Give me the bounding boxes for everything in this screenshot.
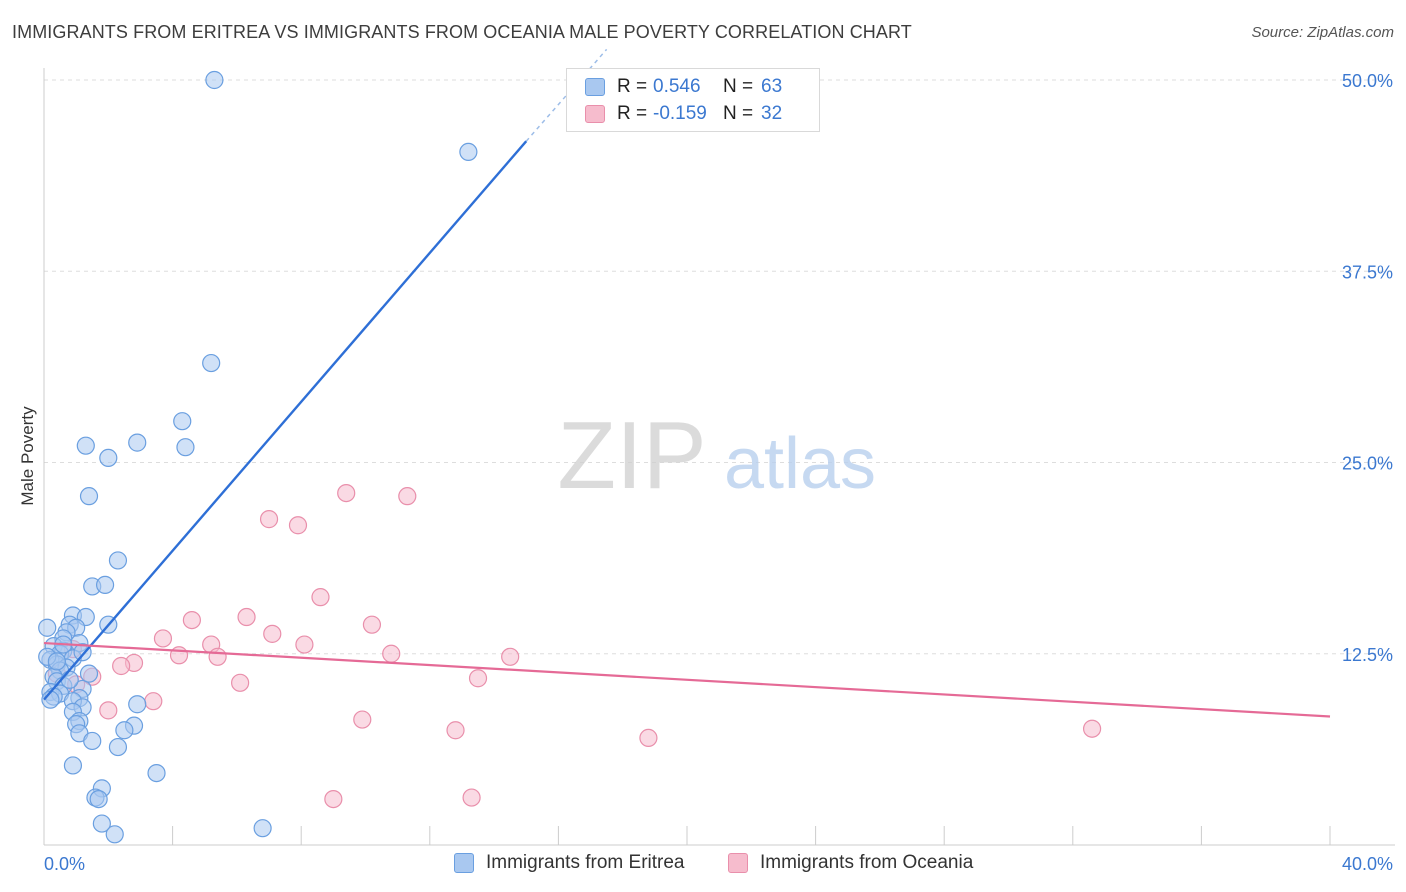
oceania-point <box>639 728 658 748</box>
oceania-point <box>311 588 330 607</box>
trend-lines <box>43 48 1331 718</box>
eritrea-point <box>76 436 95 455</box>
r-label: R = <box>617 76 648 97</box>
n-value: 32 <box>761 103 783 124</box>
oceania-point <box>337 484 356 503</box>
n-label: N = <box>723 103 754 124</box>
oceania-point <box>288 516 308 535</box>
oceania-point <box>446 721 465 740</box>
eritrea-point <box>73 643 92 662</box>
oceania-point <box>382 644 401 663</box>
eritrea-point <box>176 438 195 457</box>
r-value: -0.159 <box>653 103 707 124</box>
y-tick-label: 37.5% <box>1342 262 1393 282</box>
eritrea-point <box>60 670 79 689</box>
eritrea-point <box>173 412 192 431</box>
oceania-swatch <box>585 105 605 123</box>
eritrea-point <box>147 763 166 783</box>
legend-item-eritrea[interactable]: Immigrants from Eritrea <box>454 852 684 874</box>
eritrea-point <box>459 142 478 162</box>
eritrea-point <box>108 737 128 757</box>
x-tick-label: 0.0% <box>44 854 85 874</box>
stats-row-oceania: R = -0.159 N = 32 <box>585 102 782 126</box>
oceania-point <box>259 510 279 529</box>
oceania-point <box>231 673 250 692</box>
legend-label-oceania: Immigrants from Oceania <box>760 852 974 873</box>
eritrea-point <box>99 448 118 468</box>
oceania-point <box>99 701 118 720</box>
oceania-point <box>112 656 131 676</box>
eritrea-point <box>63 756 83 775</box>
source-label: Source: ZipAtlas.com <box>1251 24 1394 41</box>
oceania-point <box>295 635 314 654</box>
oceania-point <box>353 710 372 729</box>
eritrea-legend-swatch <box>454 853 474 873</box>
oceania-point <box>263 624 282 643</box>
stats-row-eritrea: R = 0.546 N = 63 <box>585 75 782 99</box>
oceania-point <box>237 607 256 627</box>
legend-label-eritrea: Immigrants from Eritrea <box>486 852 685 873</box>
oceania-point <box>144 692 163 711</box>
oceania-point <box>462 788 481 807</box>
eritrea-swatch <box>585 78 605 96</box>
eritrea-point <box>128 433 147 452</box>
eritrea-point <box>253 819 272 838</box>
x-tick-labels: 0.0% 40.0% <box>44 854 1393 874</box>
eritrea-point <box>79 664 99 683</box>
oceania-trend-line <box>43 641 1331 718</box>
n-value: 63 <box>761 76 783 97</box>
y-tick-label: 12.5% <box>1342 645 1393 665</box>
eritrea-point <box>92 814 111 833</box>
eritrea-point <box>83 731 102 751</box>
eritrea-point <box>105 825 124 844</box>
series-legend: Immigrants from Eritrea Immigrants from … <box>0 852 1406 876</box>
eritrea-point <box>108 551 128 570</box>
eritrea-point <box>47 652 66 671</box>
oceania-point <box>468 669 488 688</box>
eritrea-point <box>202 353 221 373</box>
axes <box>43 68 1395 846</box>
oceania-points <box>47 484 1102 809</box>
oceania-point <box>362 615 382 634</box>
stats-legend: R = 0.546 N = 63 R = -0.159 N = 32 <box>566 68 820 132</box>
r-value: 0.546 <box>653 76 701 97</box>
n-label: N = <box>723 76 754 97</box>
oceania-point <box>182 610 201 630</box>
oceania-point <box>208 647 227 666</box>
oceania-point <box>501 647 520 666</box>
grid-lines <box>44 79 1395 655</box>
eritrea-point <box>89 789 108 809</box>
eritrea-point <box>95 575 115 595</box>
eritrea-point <box>115 721 134 740</box>
eritrea-point <box>38 618 57 637</box>
oceania-point <box>324 789 343 809</box>
y-tick-label: 50.0% <box>1342 71 1393 91</box>
watermark: ZIP atlas <box>557 402 876 509</box>
y-tick-label: 25.0% <box>1342 454 1393 474</box>
eritrea-point <box>128 695 147 714</box>
oceania-point <box>153 629 173 648</box>
eritrea-trend-line <box>43 140 528 701</box>
r-label: R = <box>617 103 648 124</box>
x-tick-label: 40.0% <box>1342 854 1393 874</box>
y-tick-labels: 12.5% 25.0% 37.5% 50.0% <box>1342 71 1393 665</box>
watermark-zip: ZIP <box>557 402 706 509</box>
oceania-point <box>1082 719 1102 738</box>
chart-title: IMMIGRANTS FROM ERITREA VS IMMIGRANTS FR… <box>12 22 912 42</box>
legend-item-oceania[interactable]: Immigrants from Oceania <box>728 852 973 874</box>
watermark-atlas: atlas <box>724 424 876 504</box>
oceania-legend-swatch <box>728 853 748 873</box>
eritrea-points <box>38 70 478 844</box>
oceania-point <box>398 487 417 506</box>
eritrea-point <box>79 487 99 506</box>
eritrea-point <box>205 70 224 90</box>
